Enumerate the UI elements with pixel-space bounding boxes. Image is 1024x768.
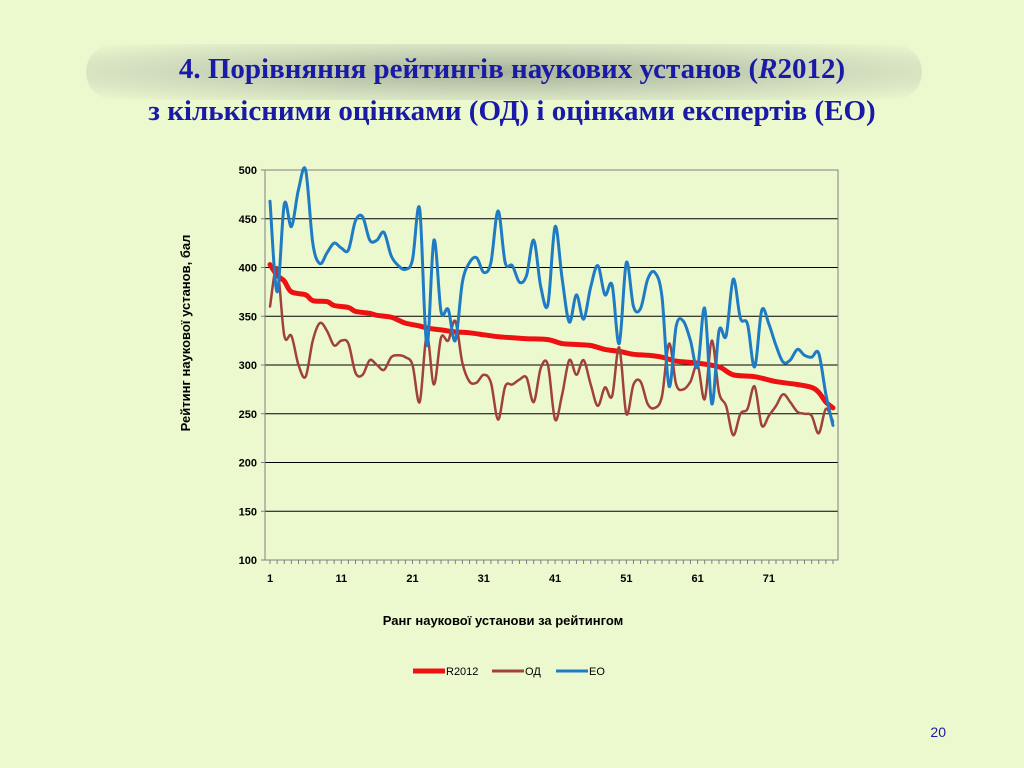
y-axis-label: Рейтинг наукової установ, бал <box>178 235 193 432</box>
x-tick-label: 51 <box>620 573 632 585</box>
series-line-1 <box>268 266 835 437</box>
x-tick-label: 71 <box>763 573 775 585</box>
slide-title-line2: з кількісними оцінками (ОД) і оцінками е… <box>148 95 876 127</box>
series-line-0 <box>267 262 836 411</box>
chart-legend: R2012 ОД ЕО <box>413 666 605 678</box>
y-tick-label: 200 <box>239 458 257 470</box>
x-tick-label: 41 <box>549 573 561 585</box>
x-axis-label: Ранг наукової установи за рейтингом <box>383 613 623 628</box>
title-italic-r: R <box>758 53 778 85</box>
x-tick-label: 21 <box>406 573 418 585</box>
legend-label: ОД <box>525 666 541 678</box>
slide-title-line1: 4. Порівняння рейтингів наукових установ… <box>0 53 1024 86</box>
y-tick-label: 450 <box>239 214 257 226</box>
y-tick-label: 350 <box>239 311 257 323</box>
x-tick-label: 11 <box>335 573 347 585</box>
y-tick-label: 250 <box>239 409 257 421</box>
x-tick-label: 61 <box>691 573 703 585</box>
y-axis-ticks: 100 150 200 250 300 350 400 450 500 <box>239 165 265 567</box>
title-suffix: 2012) <box>777 53 846 85</box>
legend-label: ЕО <box>589 666 605 678</box>
x-tick-label: 1 <box>267 573 273 585</box>
legend-label: R2012 <box>446 666 478 678</box>
y-tick-label: 150 <box>239 506 257 518</box>
series-line-2 <box>268 166 835 427</box>
title-highlight <box>86 44 922 100</box>
series-lines <box>267 166 836 437</box>
title-prefix: 4. Порівняння рейтингів наукових установ… <box>178 53 759 85</box>
x-axis-ticks: 1 11 21 31 41 51 61 71 <box>267 560 834 585</box>
y-tick-label: 100 <box>239 555 257 567</box>
x-tick-label: 31 <box>478 573 490 585</box>
y-tick-label: 400 <box>239 263 257 275</box>
page-number: 20 <box>930 724 946 740</box>
y-tick-label: 300 <box>239 360 257 372</box>
y-tick-label: 500 <box>239 165 257 177</box>
